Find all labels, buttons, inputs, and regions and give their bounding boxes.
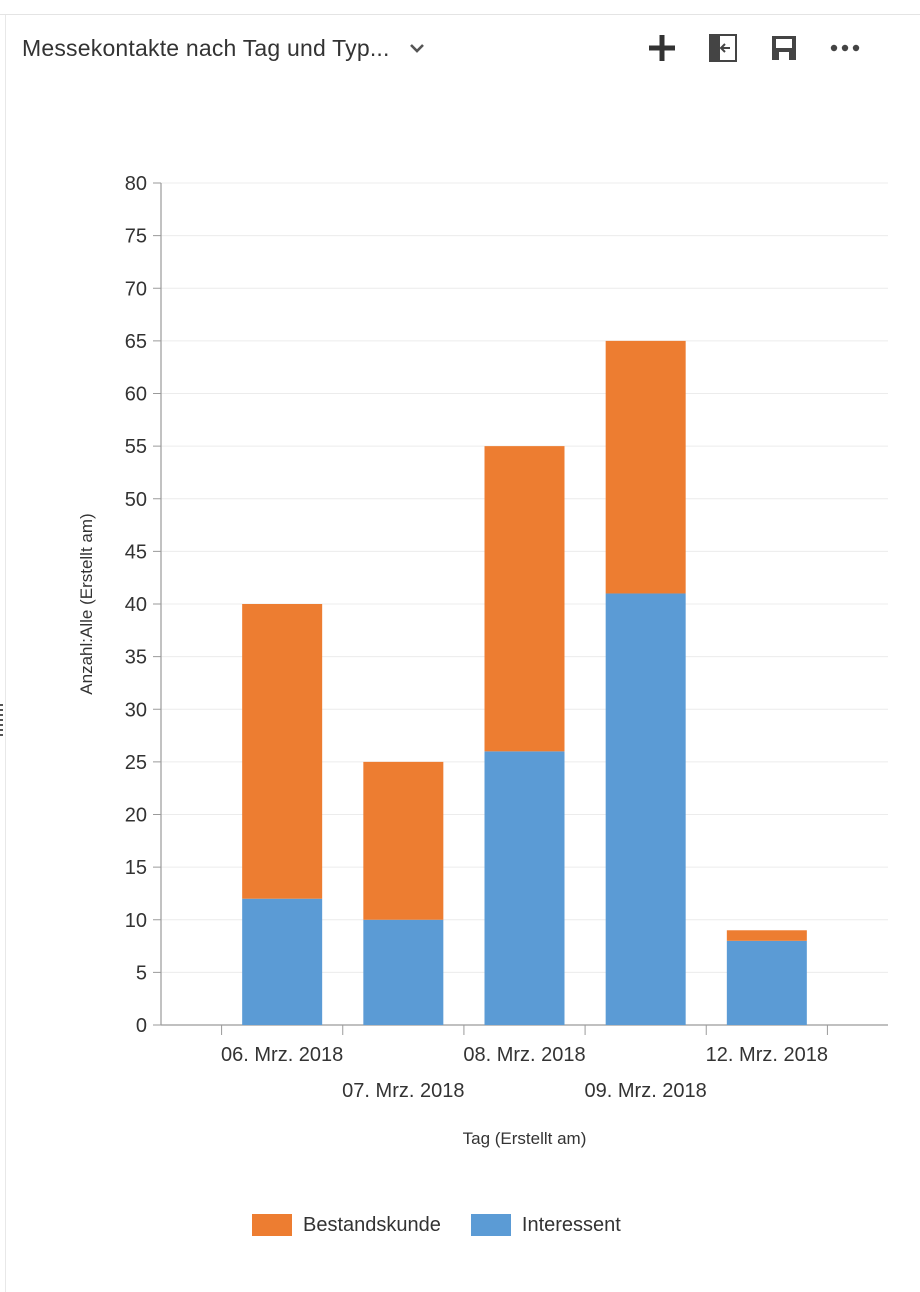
expand-chart-button[interactable]: [701, 26, 745, 70]
y-tick-label: 25: [125, 752, 147, 774]
y-tick-label: 0: [136, 1015, 147, 1037]
x-axis-title: Tag (Erstellt am): [463, 1129, 587, 1148]
legend-swatch-interessent: [470, 1214, 511, 1236]
bar-bestandskunde-5: [726, 930, 807, 941]
legend-item-interessent[interactable]: Interessent: [470, 1213, 621, 1237]
bar-interessent-5: [726, 940, 807, 1025]
y-tick-label: 80: [125, 173, 147, 195]
bar-bestandskunde-2: [363, 761, 444, 920]
ellipsis-icon: [830, 44, 860, 52]
bar-bestandskunde-4: [605, 340, 686, 594]
y-tick-label: 70: [125, 278, 147, 300]
bar-bestandskunde-1: [242, 604, 323, 899]
x-tick-label: 09. Mrz. 2018: [585, 1080, 707, 1102]
x-tick-label: 12. Mrz. 2018: [706, 1044, 828, 1066]
save-icon: [772, 36, 796, 60]
y-tick-label: 65: [125, 331, 147, 353]
y-axis-title: Anzahl:Alle (Erstellt am): [77, 513, 96, 694]
y-tick-label: 50: [125, 489, 147, 511]
bar-interessent-4: [605, 593, 686, 1025]
bar-interessent-1: [242, 898, 323, 1025]
top-divider: [0, 14, 920, 15]
add-button[interactable]: [640, 26, 684, 70]
chart-header: Messekontakte nach Tag und Typ...: [22, 26, 880, 70]
left-divider: [5, 15, 6, 1292]
legend-item-bestandskunde[interactable]: Bestandskunde: [252, 1214, 441, 1237]
y-tick-label: 20: [125, 805, 147, 827]
bar-interessent-3: [484, 751, 565, 1025]
legend-label-bestandskunde: Bestandskunde: [303, 1213, 441, 1236]
x-tick-label: 07. Mrz. 2018: [342, 1080, 464, 1102]
x-tick-label: 08. Mrz. 2018: [463, 1044, 585, 1066]
plus-icon: [649, 35, 675, 61]
more-options-button[interactable]: [823, 26, 867, 70]
x-tick-label: 06. Mrz. 2018: [221, 1044, 343, 1066]
legend-label-interessent: Interessent: [521, 1213, 621, 1236]
bar-bestandskunde-3: [484, 446, 565, 752]
legend-swatch-bestandskunde: [252, 1214, 292, 1236]
y-tick-label: 5: [136, 962, 147, 984]
y-tick-label: 60: [125, 384, 147, 406]
y-tick-label: 35: [125, 647, 147, 669]
y-tick-label: 15: [125, 857, 147, 879]
y-tick-label: 10: [125, 910, 147, 932]
bar-interessent-2: [363, 919, 444, 1025]
y-tick-label: 30: [125, 699, 147, 721]
splitter-grip[interactable]: [0, 704, 3, 738]
chevron-down-icon[interactable]: [406, 37, 428, 59]
y-tick-label: 55: [125, 436, 147, 458]
y-tick-label: 45: [125, 541, 147, 563]
y-tick-label: 75: [125, 226, 147, 248]
chart-legend: Bestandskunde Interessent: [252, 1210, 651, 1240]
expand-icon: [709, 34, 737, 62]
y-tick-label: 40: [125, 594, 147, 616]
save-button[interactable]: [762, 26, 806, 70]
chart-selector-title[interactable]: Messekontakte nach Tag und Typ...: [22, 34, 390, 61]
chart-toolbar: [640, 26, 867, 70]
